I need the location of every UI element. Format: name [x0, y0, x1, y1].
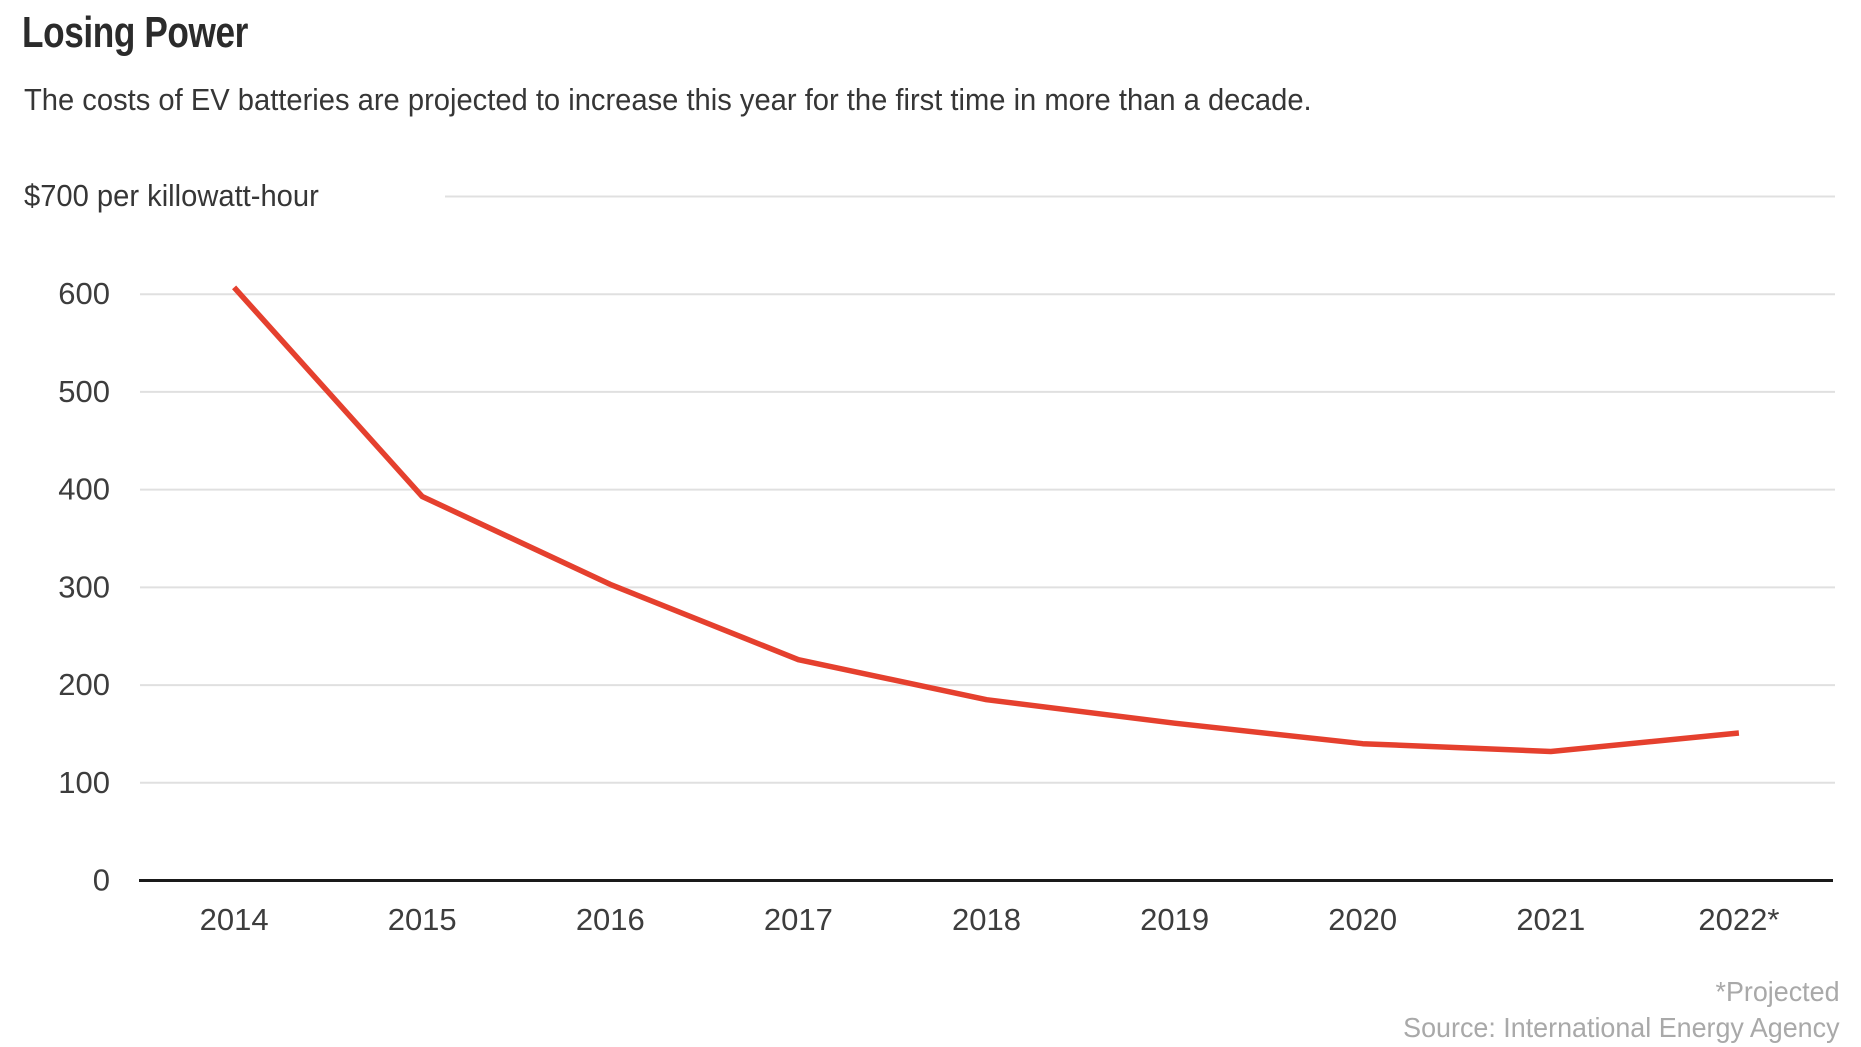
- x-tick-label-2021: 2021: [1516, 902, 1585, 937]
- x-tick-label-2020: 2020: [1328, 902, 1397, 937]
- y-tick-label-400: 400: [58, 472, 110, 507]
- chart-subtitle: The costs of EV batteries are projected …: [24, 82, 1312, 117]
- y-tick-label-500: 500: [58, 374, 110, 409]
- chart-title: Losing Power: [22, 8, 248, 57]
- x-tick-label-2015: 2015: [388, 902, 457, 937]
- x-tick-label-2018: 2018: [952, 902, 1021, 937]
- x-tick-label-2016: 2016: [576, 902, 645, 937]
- source-credit: Source: International Energy Agency: [1403, 1012, 1840, 1043]
- battery-cost-line: [232, 285, 1740, 755]
- y-tick-label-300: 300: [58, 569, 110, 604]
- y-axis-unit-label: $700 per killowatt-hour: [24, 178, 319, 213]
- x-tick-label-2019: 2019: [1140, 902, 1209, 937]
- x-tick-label-2014: 2014: [200, 902, 269, 937]
- x-tick-label-2017: 2017: [764, 902, 833, 937]
- y-tick-label-600: 600: [58, 276, 110, 311]
- x-tick-label-2022*: 2022*: [1698, 902, 1779, 937]
- y-tick-label-200: 200: [58, 667, 110, 702]
- footnote-projected: *Projected: [1715, 976, 1840, 1007]
- y-tick-label-100: 100: [58, 765, 110, 800]
- y-tick-label-0: 0: [93, 863, 110, 898]
- chart-footer: *Projected Source: International Energy …: [1404, 974, 1840, 1046]
